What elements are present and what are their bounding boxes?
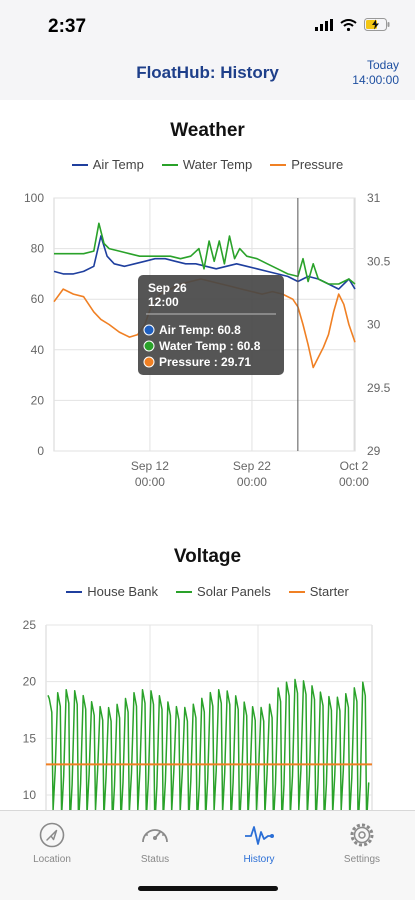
y-tick-label: 25 <box>23 618 37 632</box>
gear-icon <box>350 823 374 847</box>
y-left-tick-label: 80 <box>31 242 45 256</box>
tab-bar: Location Status History Settings <box>0 810 415 900</box>
y-tick-label: 20 <box>23 675 37 689</box>
tooltip-time: 12:00 <box>148 295 179 309</box>
tooltip-row-pressure: Pressure : 29.71 <box>159 355 251 369</box>
voltage-axis-labels: 10 15 20 25 <box>23 618 37 802</box>
legend-label: Air Temp <box>92 157 144 172</box>
status-icons <box>315 18 391 31</box>
x-tick-label: 00:00 <box>135 475 165 489</box>
weather-legend: Air Temp Water Temp Pressure <box>0 157 415 172</box>
date-selector[interactable]: Today 14:00:00 <box>352 58 399 88</box>
voltage-series <box>46 678 372 810</box>
tooltip: Sep 26 12:00 Air Temp: 60.8 Water Temp :… <box>138 275 284 375</box>
tooltip-dot-water-temp <box>143 340 155 352</box>
voltage-chart[interactable]: 10 15 20 25 <box>0 612 415 810</box>
legend-label: Starter <box>309 584 349 599</box>
legend-swatch <box>161 163 178 166</box>
tooltip-dot-air-temp <box>143 324 155 336</box>
y-tick-label: 10 <box>23 788 37 802</box>
y-right-tick-label: 29 <box>367 444 381 458</box>
pulse-icon <box>245 826 274 845</box>
tab-label: Status <box>140 854 170 865</box>
y-tick-label: 15 <box>23 731 37 745</box>
signal-icon <box>315 18 333 31</box>
tooltip-background <box>138 275 284 375</box>
legend-item-solar-panels[interactable]: Solar Panels <box>176 584 271 599</box>
tab-settings[interactable]: Settings <box>322 821 402 865</box>
tab-location[interactable]: Location <box>12 821 92 865</box>
weather-axis-labels: Sep 12 00:00 Sep 22 00:00 Oct 2 00:00 0 20 40 60 8… <box>24 191 391 489</box>
wifi-icon <box>340 18 357 31</box>
tooltip-row-water-temp: Water Temp : 60.8 <box>159 339 261 353</box>
x-tick-label: 00:00 <box>339 475 369 489</box>
legend-item-starter[interactable]: Starter <box>288 584 349 599</box>
legend-label: Solar Panels <box>197 584 271 599</box>
x-tick-label: 00:00 <box>237 475 267 489</box>
y-right-tick-label: 31 <box>367 191 381 205</box>
navigation-bar: FloatHub: History Today 14:00:00 <box>0 44 415 100</box>
y-left-tick-label: 20 <box>31 393 45 407</box>
tab-label: Settings <box>343 854 381 865</box>
legend-item-house-bank[interactable]: House Bank <box>66 584 158 599</box>
legend-swatch <box>71 163 88 166</box>
tooltip-row-air-temp: Air Temp: 60.8 <box>159 323 241 337</box>
weather-chart[interactable]: Sep 12 00:00 Sep 22 00:00 Oct 2 00:00 0 20 40 60 8… <box>0 185 415 495</box>
tab-label: Location <box>33 854 71 865</box>
tab-label: History <box>243 854 275 865</box>
y-left-tick-label: 60 <box>31 292 45 306</box>
location-arrow-icon <box>39 822 65 848</box>
tab-history[interactable]: History <box>219 821 299 865</box>
legend-item-pressure[interactable]: Pressure <box>270 157 343 172</box>
status-bar: 2:37 <box>0 0 415 44</box>
page-title: FloatHub: History <box>136 63 279 82</box>
legend-label: Water Temp <box>182 157 253 172</box>
y-left-tick-label: 100 <box>24 191 44 205</box>
legend-label: House Bank <box>87 584 159 599</box>
y-right-tick-label: 30 <box>367 318 381 332</box>
y-right-tick-label: 30.5 <box>367 254 391 268</box>
y-right-tick-label: 29.5 <box>367 381 391 395</box>
legend-item-air-temp[interactable]: Air Temp <box>71 157 144 172</box>
x-tick-label: Oct 2 <box>340 459 369 473</box>
tooltip-dot-pressure <box>143 356 155 368</box>
legend-swatch <box>288 590 305 593</box>
weather-chart-title: Weather <box>170 120 245 141</box>
x-tick-label: Sep 22 <box>233 459 271 473</box>
legend-swatch <box>176 590 193 593</box>
battery-charging-icon <box>364 18 390 31</box>
date-label: Today <box>366 58 399 72</box>
gauge-icon <box>142 829 168 843</box>
time-label: 14:00:00 <box>352 73 399 87</box>
tooltip-date: Sep 26 <box>148 281 187 295</box>
x-tick-label: Sep 12 <box>131 459 169 473</box>
legend-swatch <box>66 590 83 593</box>
home-indicator <box>138 886 278 891</box>
legend-swatch <box>270 163 287 166</box>
tab-status[interactable]: Status <box>115 821 195 865</box>
status-time: 2:37 <box>48 16 87 37</box>
legend-item-water-temp[interactable]: Water Temp <box>161 157 253 172</box>
series-line-solar-panels <box>47 678 370 810</box>
series-line-water-temp <box>54 222 356 285</box>
y-left-tick-label: 40 <box>31 343 45 357</box>
voltage-chart-title: Voltage <box>173 546 242 567</box>
y-left-tick-label: 0 <box>37 444 44 458</box>
legend-label: Pressure <box>291 157 344 172</box>
voltage-legend: House Bank Solar Panels Starter <box>0 584 415 599</box>
